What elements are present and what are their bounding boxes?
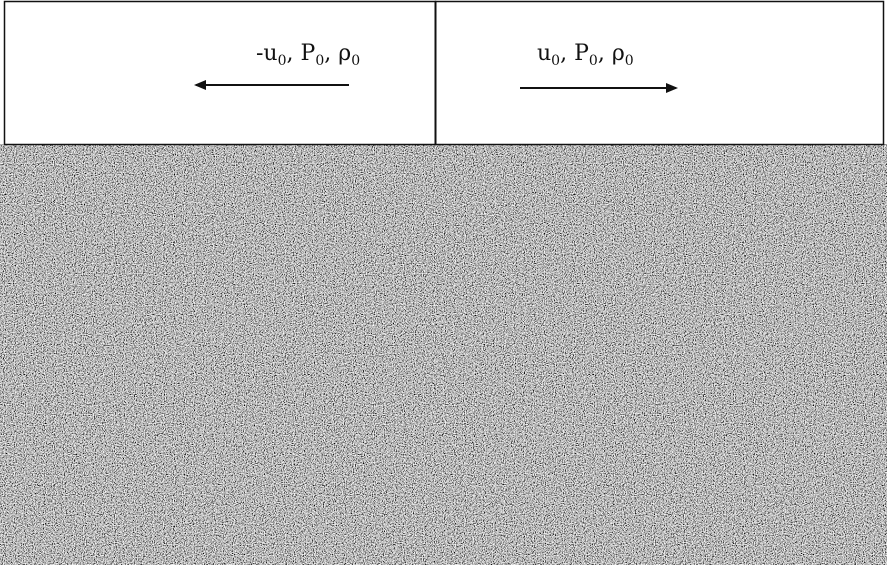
right-sep-2: , bbox=[598, 41, 612, 66]
left-density: ρ bbox=[338, 41, 351, 66]
left-pressure: P bbox=[301, 41, 316, 66]
left-pressure-sub: 0 bbox=[315, 53, 324, 69]
right-velocity: u bbox=[537, 41, 551, 66]
left-density-sub: 0 bbox=[351, 53, 360, 69]
right-pressure: P bbox=[574, 41, 589, 66]
right-sep-1: , bbox=[560, 41, 574, 66]
right-density: ρ bbox=[612, 41, 625, 66]
left-velocity-sub: 0 bbox=[278, 53, 287, 69]
left-sep-1: , bbox=[287, 41, 301, 66]
right-state-label: u0, P0, ρ0 bbox=[537, 41, 634, 69]
noise-region bbox=[0, 144, 887, 565]
right-velocity-sub: 0 bbox=[551, 53, 560, 69]
right-pressure-sub: 0 bbox=[589, 53, 598, 69]
left-state-label: -u0, P0, ρ0 bbox=[256, 41, 360, 69]
right-box bbox=[434, 0, 885, 146]
right-density-sub: 0 bbox=[625, 53, 634, 69]
left-velocity: -u bbox=[256, 41, 278, 66]
left-box bbox=[3, 0, 437, 146]
left-sep-2: , bbox=[324, 41, 338, 66]
state-boxes bbox=[3, 0, 885, 146]
